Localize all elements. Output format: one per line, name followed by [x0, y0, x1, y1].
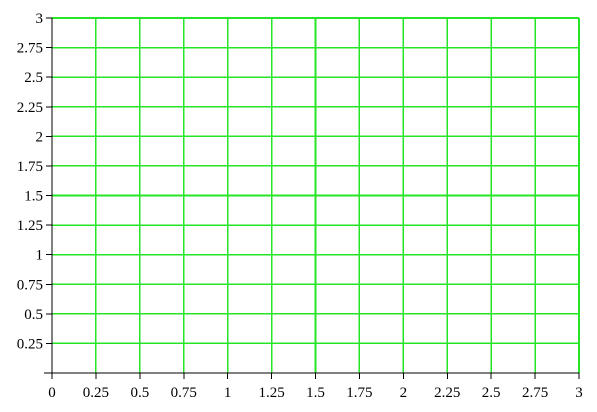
x-tick-label-11: 2.75: [522, 385, 548, 401]
grid-group: [52, 17, 580, 373]
ticks-group: [44, 17, 580, 379]
x-tick-label-5: 1.25: [258, 385, 284, 401]
x-tick-label-12: 3: [575, 385, 583, 401]
y-tick-label-1: 0.5: [24, 307, 43, 323]
y-tick-label-8: 2.25: [17, 100, 43, 116]
tick-labels-group: 0 0.25 0.5 0.75 1 1.25 1.5 1.75 2 2.25 2.5 2.75 3 0.2…: [17, 11, 583, 401]
x-tick-label-7: 1.75: [346, 385, 372, 401]
y-tick-label-4: 1.25: [17, 218, 43, 234]
y-tick-label-6: 1.75: [17, 159, 43, 175]
x-tick-label-0: 0: [48, 385, 56, 401]
y-tick-label-9: 2.5: [24, 70, 43, 86]
y-tick-label-7: 2: [36, 129, 44, 145]
x-tick-label-3: 0.75: [171, 385, 197, 401]
y-tick-label-0: 0.25: [17, 336, 43, 352]
y-tick-label-11: 3: [36, 11, 44, 27]
y-tick-label-10: 2.75: [17, 41, 43, 57]
x-tick-label-4: 1: [224, 385, 232, 401]
x-tick-label-8: 2: [400, 385, 408, 401]
y-tick-label-5: 1.5: [24, 189, 43, 205]
x-tick-label-10: 2.5: [482, 385, 501, 401]
x-tick-label-2: 0.5: [130, 385, 149, 401]
x-tick-label-9: 2.25: [434, 385, 460, 401]
y-tick-label-2: 0.75: [17, 277, 43, 293]
x-tick-label-6: 1.5: [306, 385, 325, 401]
y-tick-label-3: 1: [36, 248, 44, 264]
x-tick-label-1: 0.25: [83, 385, 109, 401]
